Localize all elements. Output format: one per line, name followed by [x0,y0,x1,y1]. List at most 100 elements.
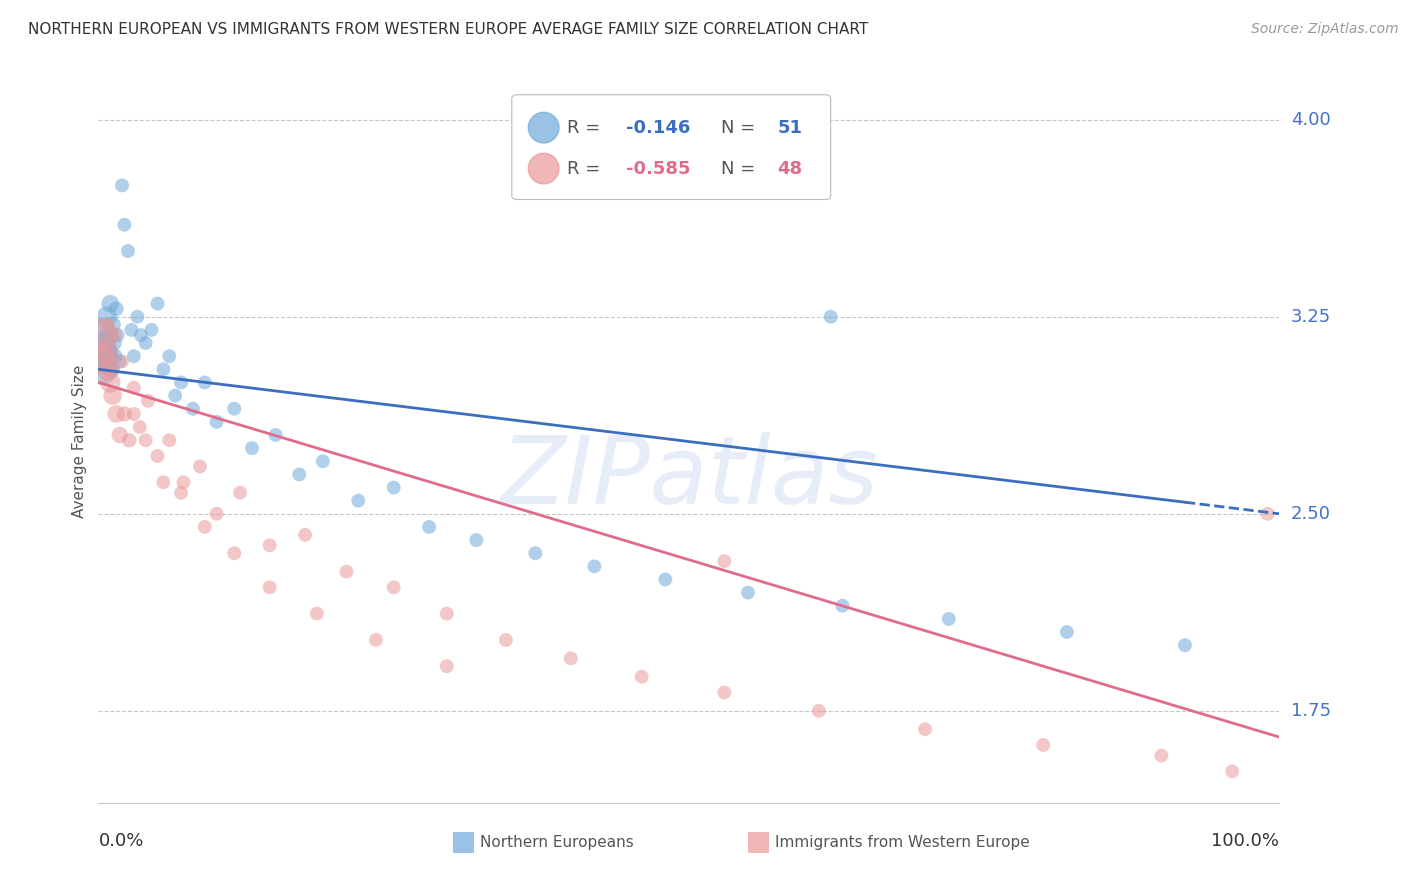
Point [129,328,152,343]
Point [157,349,180,363]
Point [436,659,458,673]
Point [938,612,960,626]
Point [105,328,128,343]
Point [90,349,112,363]
Point [188,459,211,474]
Point [914,723,936,737]
Bar [453,832,474,853]
Point [181,401,204,416]
Point [152,362,174,376]
Point [364,632,387,647]
Point [224,546,246,560]
Point [146,449,169,463]
Point [141,323,163,337]
Point [136,393,159,408]
Point [112,407,135,421]
Point [495,632,517,647]
Point [831,599,853,613]
Point [98,328,121,343]
Text: 4.00: 4.00 [1291,111,1330,128]
Point [111,354,134,368]
Point [108,428,131,442]
Point [1174,638,1197,652]
FancyBboxPatch shape [512,95,831,200]
Point [1056,625,1078,640]
Point [259,538,281,552]
Point [807,704,830,718]
Point [312,454,335,468]
Point [560,651,582,665]
Point [91,362,114,376]
Text: -0.146: -0.146 [626,119,690,136]
Point [101,318,124,332]
Point [101,388,124,402]
Point [118,434,141,448]
Point [288,467,311,482]
Point [436,607,458,621]
Point [1257,507,1279,521]
Point [105,407,128,421]
Point [128,420,150,434]
Text: Northern Europeans: Northern Europeans [479,835,634,850]
Point [654,573,676,587]
Point [157,434,180,448]
Point [96,310,118,324]
Point [108,354,131,368]
Text: 2.50: 2.50 [1291,505,1330,523]
Point [90,328,112,343]
Point [91,323,114,337]
Point [105,301,128,316]
Point [100,362,122,376]
Point [737,585,759,599]
Point [418,520,440,534]
Text: NORTHERN EUROPEAN VS IMMIGRANTS FROM WESTERN EUROPE AVERAGE FAMILY SIZE CORRELAT: NORTHERN EUROPEAN VS IMMIGRANTS FROM WES… [28,22,869,37]
Point [122,407,145,421]
Text: Immigrants from Western Europe: Immigrants from Western Europe [775,835,1031,850]
Point [91,354,114,368]
Point [94,343,117,358]
Point [165,388,187,402]
Text: 51: 51 [778,119,803,136]
Point [170,376,193,390]
Ellipse shape [529,112,560,143]
Text: 100.0%: 100.0% [1212,831,1279,850]
Text: 48: 48 [778,160,803,178]
Point [112,218,135,232]
Point [820,310,842,324]
Point [205,415,228,429]
Point [122,381,145,395]
Text: 0.0%: 0.0% [98,831,143,850]
Bar [748,832,769,853]
Point [127,310,149,324]
Point [1220,764,1243,779]
Point [122,349,145,363]
Point [111,178,134,193]
Text: 3.25: 3.25 [1291,308,1331,326]
Point [382,580,405,594]
Text: R =: R = [567,160,606,178]
Ellipse shape [529,153,560,184]
Point [347,493,370,508]
Point [305,607,328,621]
Point [98,296,121,310]
Point [135,336,157,351]
Point [524,546,547,560]
Point [97,343,120,358]
Point [713,554,735,568]
Text: 1.75: 1.75 [1291,702,1330,720]
Point [224,401,246,416]
Point [170,485,193,500]
Point [205,507,228,521]
Point [94,354,117,368]
Text: Source: ZipAtlas.com: Source: ZipAtlas.com [1251,22,1399,37]
Point [97,362,120,376]
Text: ZIPatlas: ZIPatlas [501,432,877,524]
Point [382,481,405,495]
Point [335,565,357,579]
Point [1032,738,1054,752]
Point [1150,748,1173,763]
Point [172,475,194,490]
Point [194,520,217,534]
Text: -0.585: -0.585 [626,160,690,178]
Point [135,434,157,448]
